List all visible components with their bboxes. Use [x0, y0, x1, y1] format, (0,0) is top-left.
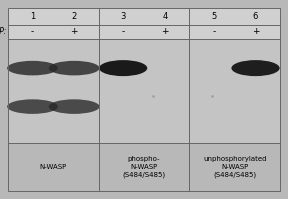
Bar: [189, 143, 280, 191]
Bar: [8, 8, 99, 25]
Text: 3: 3: [120, 12, 126, 21]
Bar: [99, 8, 189, 25]
Text: phospho-
N-WASP
(S484/S485): phospho- N-WASP (S484/S485): [122, 156, 166, 178]
Text: 1: 1: [30, 12, 35, 21]
Text: -: -: [212, 27, 215, 36]
Text: 4: 4: [162, 12, 168, 21]
Bar: [189, 25, 280, 39]
Bar: [189, 8, 280, 25]
Text: -: -: [122, 27, 125, 36]
Ellipse shape: [7, 61, 58, 75]
Text: 2: 2: [71, 12, 77, 21]
Ellipse shape: [231, 60, 280, 76]
Ellipse shape: [49, 99, 100, 114]
Text: 5: 5: [211, 12, 217, 21]
Bar: [8, 143, 99, 191]
Ellipse shape: [99, 60, 147, 76]
Text: 6: 6: [253, 12, 258, 21]
Text: unphosphorylated
N-WASP
(S484/S485): unphosphorylated N-WASP (S484/S485): [203, 156, 266, 178]
Bar: [99, 39, 189, 143]
Bar: [8, 25, 99, 39]
Text: +: +: [161, 27, 168, 36]
Ellipse shape: [7, 99, 58, 114]
Bar: [99, 25, 189, 39]
Text: +: +: [71, 27, 78, 36]
Ellipse shape: [49, 61, 100, 75]
Text: +: +: [252, 27, 259, 36]
Text: -: -: [31, 27, 34, 36]
Bar: [8, 39, 99, 143]
Bar: [189, 39, 280, 143]
Text: AP:: AP:: [0, 27, 7, 36]
Bar: [99, 143, 189, 191]
Text: N-WASP: N-WASP: [40, 164, 67, 170]
